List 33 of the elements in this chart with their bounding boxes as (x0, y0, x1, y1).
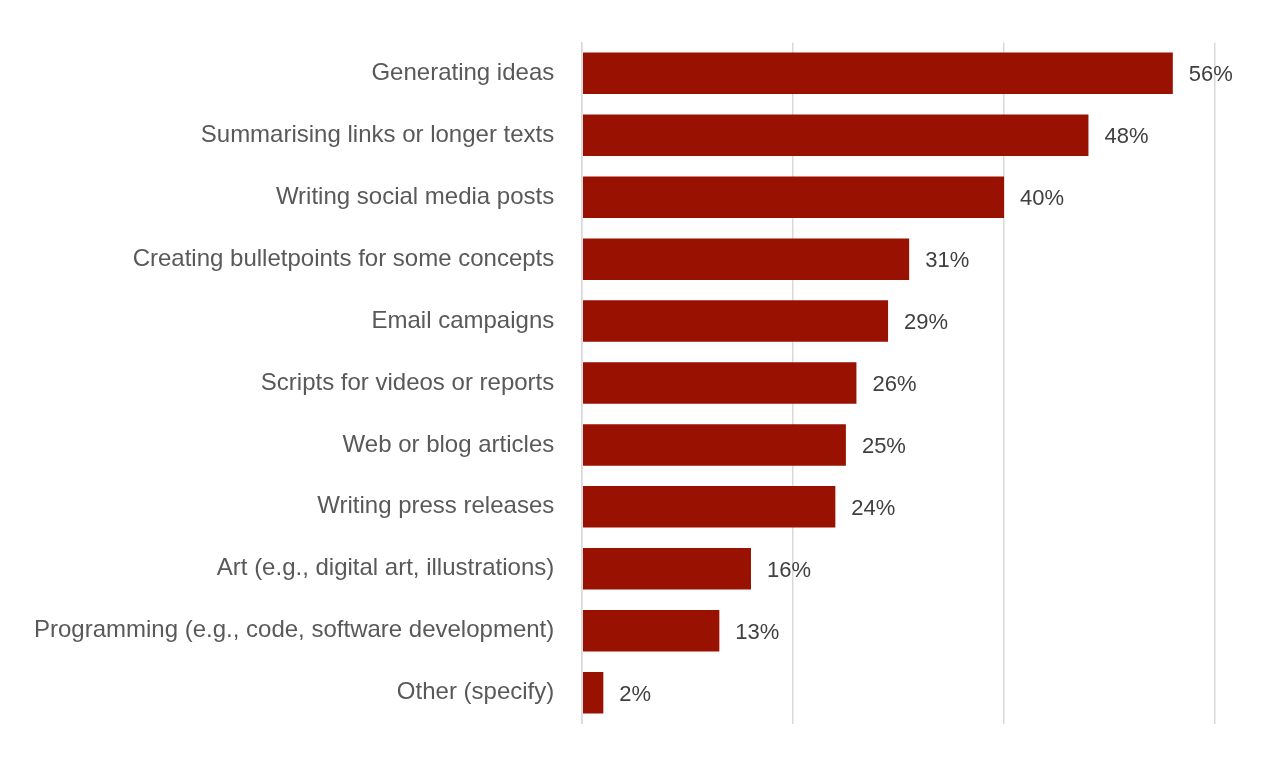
bar (582, 548, 751, 590)
data-label: 13% (735, 618, 780, 644)
y-tick-label: Art (e.g., digital art, illustrations) (216, 553, 555, 581)
y-tick-label: Email campaigns (371, 305, 555, 333)
y-tick-label: Programming (e.g., code, software development) (33, 615, 555, 643)
bar (582, 238, 910, 280)
y-tick-label: Writing press releases (317, 491, 555, 519)
bar (582, 424, 846, 466)
data-label: 24% (851, 494, 896, 520)
y-tick-label: Creating bulletpoints for some concepts (132, 243, 555, 271)
data-label: 31% (925, 247, 970, 273)
data-label: 29% (904, 309, 949, 335)
y-tick-label: Summarising links or longer texts (200, 119, 555, 147)
bar (582, 609, 720, 652)
y-tick-label: Writing social media posts (275, 181, 555, 209)
bar (582, 300, 889, 342)
bar (582, 176, 1005, 218)
data-label: 2% (619, 680, 652, 706)
bar (582, 486, 836, 528)
y-tick-label: Web or blog articles (342, 429, 555, 457)
bar (582, 114, 1089, 157)
y-tick-label: Other (specify) (396, 677, 555, 705)
data-label: 40% (1020, 185, 1065, 211)
bar (582, 362, 857, 404)
data-label: 16% (766, 556, 812, 582)
data-label: 26% (872, 371, 917, 397)
data-label: 25% (861, 432, 906, 458)
data-label: 48% (1104, 123, 1149, 149)
y-tick-label: Generating ideas (371, 57, 555, 85)
bar (582, 671, 604, 714)
data-label: 56% (1188, 61, 1233, 87)
bar (582, 52, 1173, 95)
y-tick-label: Scripts for videos or reports (260, 367, 555, 395)
